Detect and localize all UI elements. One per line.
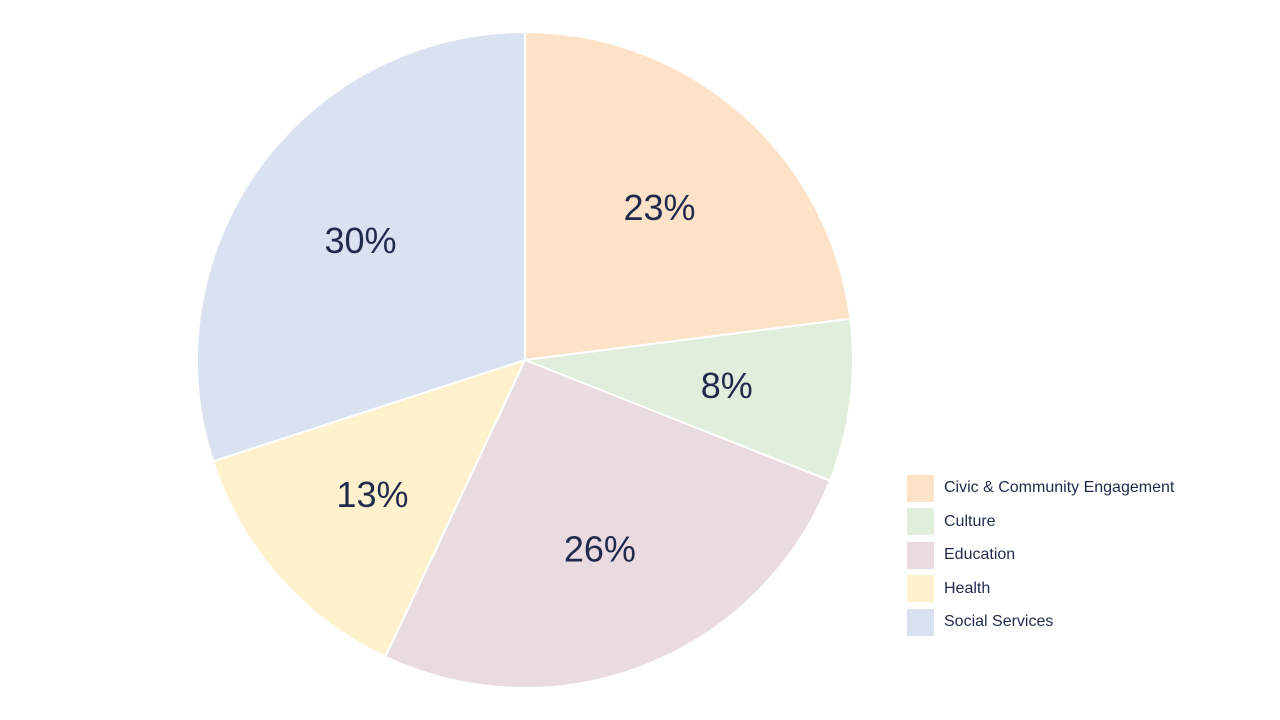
pie-slice-health (211, 358, 527, 659)
pie-slice-civic-community-engagement (524, 30, 852, 362)
legend-item-health: Health (907, 575, 1247, 603)
pie-data-label: 26% (564, 529, 636, 570)
legend-label: Social Services (944, 613, 1054, 630)
pie-data-label: 8% (701, 365, 753, 406)
pie-slice-culture (524, 317, 854, 483)
legend-swatch (907, 541, 934, 569)
pie-slice-social-services (196, 30, 526, 463)
legend: Civic & Community Engagement Culture Edu… (907, 474, 1247, 642)
legend-label: Civic & Community Engagement (944, 479, 1175, 496)
legend-label: Culture (944, 512, 996, 530)
pie-data-label: 30% (324, 220, 396, 261)
legend-label: Education (944, 546, 1016, 563)
pie-data-label: 23% (623, 187, 695, 228)
legend-swatch (907, 508, 934, 535)
legend-swatch (907, 575, 934, 602)
legend-item-education: Education (907, 541, 1247, 569)
legend-item-social-services: Social Services (907, 608, 1247, 636)
legend-swatch (907, 474, 934, 502)
legend-swatch (907, 608, 934, 636)
legend-item-culture: Culture (907, 508, 1247, 536)
pie-slices (196, 30, 854, 689)
legend-item-civic: Civic & Community Engagement (907, 474, 1247, 502)
pie-slice-education (384, 358, 832, 689)
pie-data-label: 13% (336, 474, 408, 515)
legend-label: Health (944, 579, 991, 597)
pie-value-labels: 23% 8% 26% 13% 30% (324, 187, 752, 570)
